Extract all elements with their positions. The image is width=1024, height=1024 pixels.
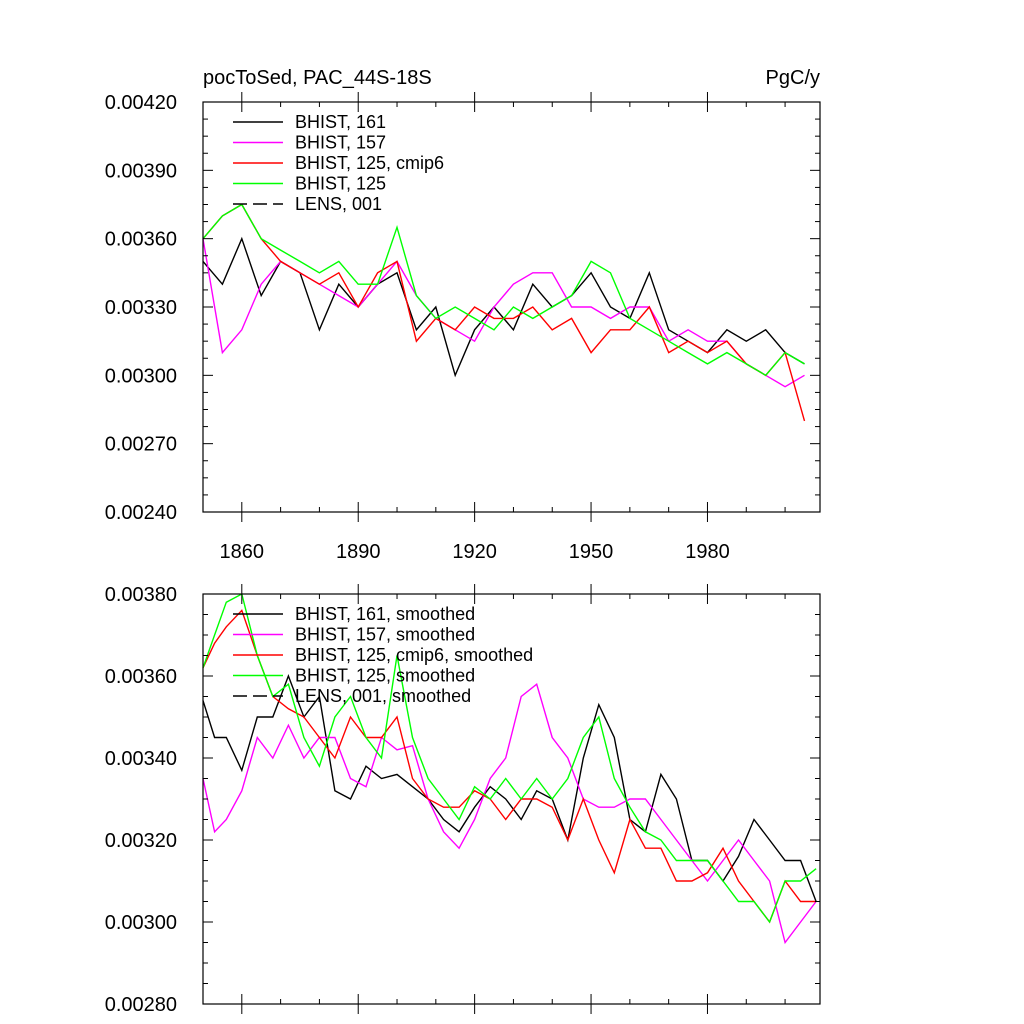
top-panel-title: pocToSed, PAC_44S-18S (203, 67, 432, 89)
top-x-tick-label: 1890 (336, 541, 381, 563)
top-y-tick-label: 0.00270 (105, 434, 177, 456)
top-panel: pocToSed, PAC_44S-18S PgC/y 1860 1890 1920… (105, 67, 821, 563)
bottom-y-tick-label: 0.00320 (105, 830, 177, 852)
top-legend-label: BHIST, 161 (295, 112, 386, 132)
bottom-legend-label: BHIST, 157, smoothed (295, 625, 475, 645)
top-x-tick-label: 1950 (569, 541, 614, 563)
top-x-tick-label: 1980 (685, 541, 730, 563)
top-x-tick-label: 1920 (452, 541, 497, 563)
bottom-legend-label: LENS, 001, smoothed (295, 686, 471, 706)
bottom-legend-label: BHIST, 125, cmip6, smoothed (295, 645, 533, 665)
top-panel-units: PgC/y (766, 67, 820, 89)
top-y-tick-label: 0.00330 (105, 297, 177, 319)
top-legend-label: BHIST, 125, cmip6 (295, 153, 444, 173)
bottom-legend-label: BHIST, 125, smoothed (295, 666, 475, 686)
bottom-panel: 0.00280 0.00300 0.00320 0.00340 0.00360 0.003… (105, 584, 821, 1016)
bottom-legend-label: BHIST, 161, smoothed (295, 604, 475, 624)
top-y-tick-label: 0.00390 (105, 160, 177, 182)
bottom-y-tick-label: 0.00380 (105, 584, 177, 606)
top-series-line-0 (202, 236, 805, 378)
bottom-y-tick-label: 0.00300 (105, 912, 177, 934)
bottom-series-line-3 (202, 592, 817, 924)
bottom-axes: 0.00280 0.00300 0.00320 0.00340 0.00360 0.003… (105, 584, 820, 1016)
bottom-series-line-1 (202, 683, 817, 945)
top-legend-label: BHIST, 157 (295, 133, 386, 153)
top-series-line-3 (202, 203, 805, 377)
top-axes: 1860 1890 1920 1950 1980 0.00240 0.00270 0.0030… (105, 92, 820, 563)
bottom-y-tick-label: 0.00360 (105, 666, 177, 688)
top-x-tick-label: 1860 (220, 541, 265, 563)
top-plot-area (202, 203, 806, 422)
bottom-series-line-2 (202, 609, 817, 924)
top-legend-label: BHIST, 125 (295, 174, 386, 194)
bottom-y-tick-label: 0.00280 (105, 994, 177, 1016)
top-y-tick-label: 0.00360 (105, 229, 177, 251)
top-series-line-2 (202, 203, 806, 422)
bottom-series-line-0 (202, 674, 817, 902)
top-legend-label: LENS, 001 (295, 194, 382, 214)
bottom-plot-area (202, 592, 817, 945)
top-series-line-1 (202, 238, 805, 388)
top-y-tick-label: 0.00420 (105, 92, 177, 114)
top-y-tick-label: 0.00240 (105, 502, 177, 524)
top-y-tick-label: 0.00300 (105, 365, 177, 387)
bottom-y-tick-label: 0.00340 (105, 748, 177, 770)
